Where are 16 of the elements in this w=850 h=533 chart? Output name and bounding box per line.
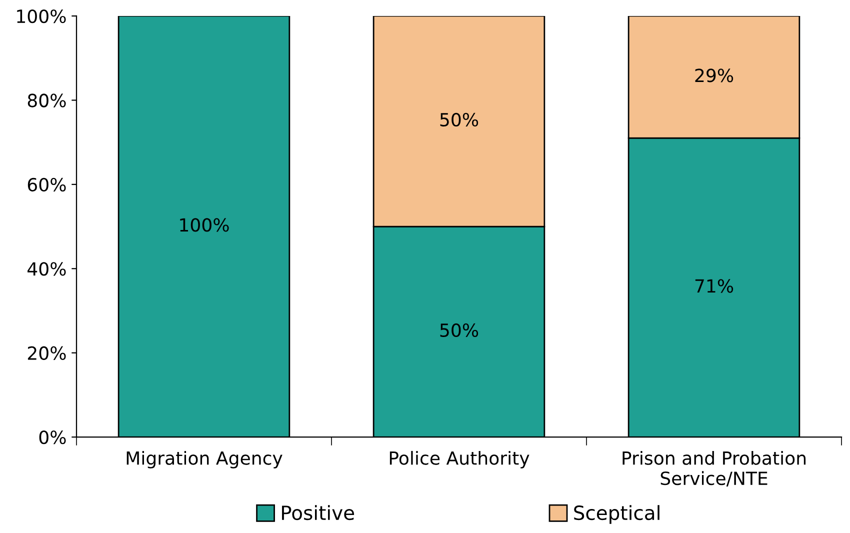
data-label: 100% [180,218,229,232]
data-label: 71% [695,279,734,293]
y-tick-label: 20% [28,346,66,360]
data-label: 50% [440,323,478,338]
data-label: 50% [440,112,478,126]
x-tick-label: Police Authority [390,450,530,468]
x-tick-label: Migration Agency [126,450,282,468]
legend-label: Positive [282,505,354,520]
y-tick-label: 40% [28,262,66,276]
y-tick-label: 60% [28,178,66,192]
y-tick-label: 100% [17,9,66,24]
x-tick-label: Prison and Probation Service/NTE [622,450,806,487]
y-tick-label: 0% [39,430,66,444]
data-label: 29% [695,68,734,82]
y-tick-label: 80% [28,94,66,108]
legend-label: Sceptical [574,505,660,524]
